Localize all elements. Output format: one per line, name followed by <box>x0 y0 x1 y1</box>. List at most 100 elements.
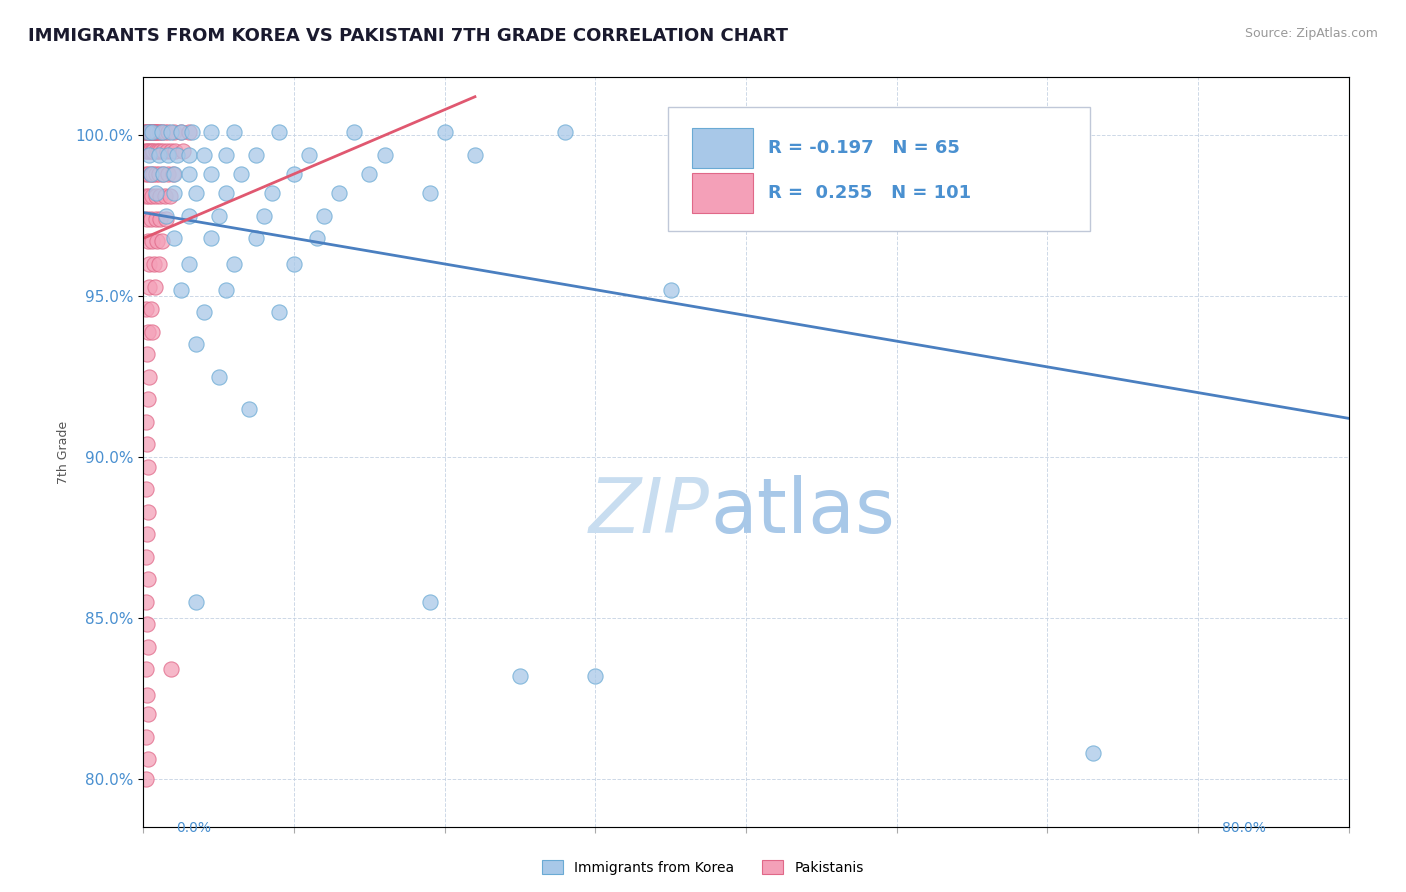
Point <box>139 211 162 226</box>
Point <box>136 459 159 474</box>
Point <box>177 257 200 271</box>
Point <box>136 235 159 249</box>
Point <box>156 145 179 159</box>
Point <box>159 189 181 203</box>
Point <box>135 730 157 744</box>
Point <box>136 572 159 586</box>
Point <box>186 186 208 201</box>
Point <box>139 125 162 139</box>
Point <box>136 688 159 702</box>
Y-axis label: 7th Grade: 7th Grade <box>58 421 70 483</box>
Point <box>166 147 188 161</box>
Point <box>186 595 208 609</box>
Point <box>145 167 167 181</box>
Point <box>267 125 290 139</box>
Point <box>142 125 165 139</box>
Point <box>138 189 160 203</box>
Point <box>155 209 177 223</box>
Point <box>138 369 160 384</box>
Point <box>162 167 184 181</box>
Point <box>419 595 441 609</box>
Point <box>138 125 160 139</box>
Point <box>141 125 163 139</box>
Point <box>135 167 157 181</box>
Point <box>159 125 181 139</box>
Point <box>139 167 162 181</box>
Point <box>148 125 170 139</box>
Legend: Immigrants from Korea, Pakistanis: Immigrants from Korea, Pakistanis <box>537 855 869 880</box>
Point <box>238 401 260 416</box>
Point <box>135 415 157 429</box>
Point <box>141 125 163 139</box>
Point <box>419 186 441 201</box>
Point <box>186 337 208 351</box>
Point <box>136 211 159 226</box>
Point <box>162 125 184 139</box>
Point <box>245 147 267 161</box>
Point <box>136 167 159 181</box>
Point <box>162 186 184 201</box>
Point <box>328 186 350 201</box>
Point <box>156 125 179 139</box>
Text: IMMIGRANTS FROM KOREA VS PAKISTANI 7TH GRADE CORRELATION CHART: IMMIGRANTS FROM KOREA VS PAKISTANI 7TH G… <box>28 27 789 45</box>
Point <box>141 125 163 139</box>
Point <box>162 231 184 245</box>
Point <box>159 145 181 159</box>
Text: ZIP: ZIP <box>589 475 710 549</box>
Point <box>135 125 157 139</box>
Point <box>193 305 215 319</box>
Point <box>305 231 328 245</box>
Point <box>150 125 173 139</box>
Point <box>136 505 159 519</box>
Point <box>585 668 607 682</box>
Point <box>139 301 162 316</box>
Point <box>359 167 381 181</box>
FancyBboxPatch shape <box>692 128 754 168</box>
Point <box>142 167 165 181</box>
Point <box>139 145 162 159</box>
Point <box>177 167 200 181</box>
Point <box>509 668 531 682</box>
Point <box>200 231 222 245</box>
Point <box>267 305 290 319</box>
Point <box>135 549 157 564</box>
Point <box>231 167 253 181</box>
Point <box>136 640 159 654</box>
Point <box>704 125 727 139</box>
Point <box>135 482 157 496</box>
Text: Source: ZipAtlas.com: Source: ZipAtlas.com <box>1244 27 1378 40</box>
Point <box>136 125 159 139</box>
Point <box>145 211 167 226</box>
Point <box>156 167 179 181</box>
Point <box>149 189 172 203</box>
Point <box>136 325 159 339</box>
Point <box>222 257 245 271</box>
Point <box>177 147 200 161</box>
Point <box>142 145 165 159</box>
Point <box>136 145 159 159</box>
Text: 0.0%: 0.0% <box>176 821 211 835</box>
Point <box>153 189 176 203</box>
Text: R =  0.255   N = 101: R = 0.255 N = 101 <box>768 184 972 202</box>
Point <box>298 147 321 161</box>
Point <box>343 125 366 139</box>
Point <box>170 283 193 297</box>
Point <box>159 662 181 676</box>
Text: R = -0.197   N = 65: R = -0.197 N = 65 <box>768 139 960 157</box>
Point <box>152 145 174 159</box>
Point <box>136 617 159 632</box>
Point <box>150 125 173 139</box>
Point <box>136 125 159 139</box>
FancyBboxPatch shape <box>668 107 1090 231</box>
Point <box>180 125 202 139</box>
Point <box>143 257 166 271</box>
Point <box>136 527 159 541</box>
Point <box>149 145 172 159</box>
Point <box>554 125 576 139</box>
Point <box>373 147 395 161</box>
Point <box>146 235 169 249</box>
Point <box>162 167 184 181</box>
Point <box>253 209 276 223</box>
Point <box>145 186 167 201</box>
Point <box>148 147 170 161</box>
